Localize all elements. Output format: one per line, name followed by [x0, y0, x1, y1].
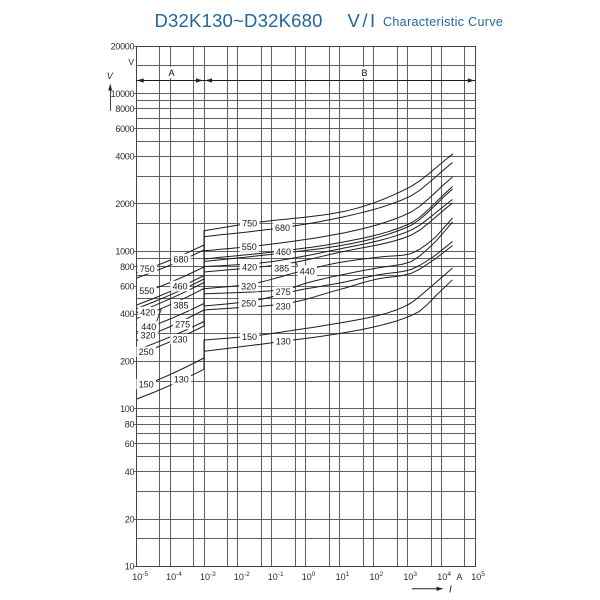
svg-text:V: V	[128, 57, 134, 67]
svg-text:Characteristic Curve: Characteristic Curve	[383, 15, 503, 29]
svg-text:385: 385	[274, 263, 289, 273]
svg-text:80: 80	[125, 419, 135, 429]
svg-text:320: 320	[241, 282, 256, 292]
svg-text:2000: 2000	[115, 199, 134, 209]
svg-text:130: 130	[276, 337, 291, 347]
svg-text:440: 440	[141, 322, 156, 332]
svg-text:550: 550	[139, 286, 154, 296]
svg-text:10-4: 10-4	[166, 571, 182, 582]
svg-text:600: 600	[120, 282, 134, 292]
svg-text:800: 800	[120, 262, 134, 272]
svg-text:750: 750	[140, 264, 155, 274]
svg-text:10-3: 10-3	[200, 571, 216, 582]
svg-text:A: A	[457, 572, 463, 582]
svg-text:20: 20	[125, 514, 135, 524]
svg-text:8000: 8000	[115, 104, 134, 114]
svg-text:250: 250	[241, 299, 256, 309]
svg-text:680: 680	[173, 254, 188, 264]
svg-text:A: A	[168, 68, 174, 78]
svg-text:1000: 1000	[115, 247, 134, 257]
svg-text:10-2: 10-2	[234, 571, 250, 582]
svg-text:230: 230	[276, 301, 291, 311]
svg-text:20000: 20000	[111, 42, 135, 52]
svg-text:6000: 6000	[115, 124, 134, 134]
svg-text:4000: 4000	[115, 152, 134, 162]
svg-text:130: 130	[174, 375, 189, 385]
svg-text:102: 102	[370, 571, 384, 582]
svg-text:V: V	[107, 71, 114, 81]
svg-text:440: 440	[300, 266, 315, 276]
svg-text:60: 60	[125, 439, 135, 449]
svg-text:100: 100	[120, 404, 134, 414]
svg-text:150: 150	[139, 379, 154, 389]
svg-text:10000: 10000	[111, 89, 135, 99]
svg-text:150: 150	[242, 332, 257, 342]
svg-text:101: 101	[336, 571, 350, 582]
svg-text:D32K130~D32K680: D32K130~D32K680	[155, 10, 323, 31]
svg-text:200: 200	[120, 357, 134, 367]
svg-text:104: 104	[437, 571, 451, 582]
svg-text:275: 275	[276, 287, 291, 297]
svg-text:400: 400	[120, 309, 134, 319]
svg-text:10-1: 10-1	[268, 571, 284, 582]
svg-text:320: 320	[140, 331, 155, 341]
svg-text:10: 10	[125, 562, 135, 572]
svg-text:I: I	[449, 585, 452, 596]
svg-text:230: 230	[172, 335, 187, 345]
svg-text:550: 550	[242, 242, 257, 252]
svg-text:680: 680	[275, 223, 290, 233]
svg-text:460: 460	[276, 247, 291, 257]
svg-text:10-5: 10-5	[132, 571, 148, 582]
svg-text:420: 420	[140, 307, 155, 317]
svg-text:40: 40	[125, 467, 135, 477]
svg-text:V/I: V/I	[348, 10, 378, 31]
svg-text:750: 750	[242, 219, 257, 229]
svg-text:100: 100	[302, 571, 316, 582]
svg-text:103: 103	[403, 571, 417, 582]
svg-text:105: 105	[471, 571, 485, 582]
svg-text:385: 385	[173, 300, 188, 310]
svg-text:B: B	[361, 68, 367, 78]
svg-text:250: 250	[139, 347, 154, 357]
svg-text:275: 275	[175, 319, 190, 329]
svg-text:460: 460	[172, 281, 187, 291]
svg-text:420: 420	[242, 262, 257, 272]
